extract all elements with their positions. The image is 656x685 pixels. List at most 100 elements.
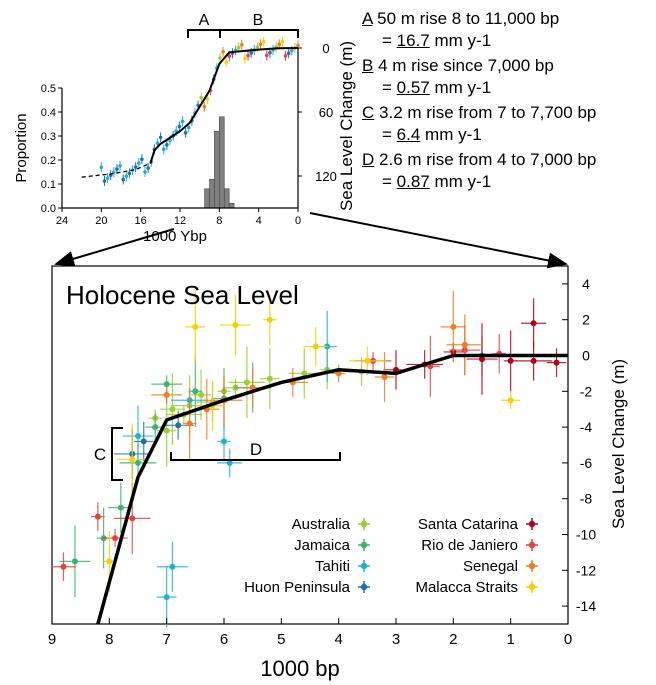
main-y-tick-label: -4	[580, 419, 593, 435]
rate-notes: A 50 m rise 8 to 11,000 bp = 16.7 mm y-1…	[362, 8, 654, 196]
main-y-tick-label: -2	[580, 383, 593, 399]
legend-label: Tahiti	[315, 558, 350, 575]
inset-data-point	[286, 51, 291, 56]
inset-data-point	[202, 104, 207, 109]
inset-data-point	[227, 54, 232, 58]
data-point	[450, 323, 457, 330]
data-point	[301, 370, 308, 377]
histogram-bar	[219, 116, 225, 209]
main-plot-frame	[51, 265, 569, 625]
note-d: D 2.6 m rise from 4 to 7,000 bp = 0.87 m…	[362, 149, 654, 193]
inset-data-point	[255, 45, 260, 49]
inset-data-point	[133, 165, 138, 169]
data-point	[266, 316, 273, 323]
note-value: 16.7	[396, 31, 430, 50]
note-prefix: =	[382, 78, 397, 97]
inset-x-ticks: 24 20 16 12 8 4 0	[56, 208, 301, 227]
inset-data-point	[165, 143, 169, 147]
inset-data-point	[249, 51, 253, 55]
inset-data-point	[246, 53, 250, 58]
note-unit: mm y-1	[434, 172, 492, 191]
data-point	[226, 459, 233, 466]
data-point	[117, 504, 124, 511]
main-y-tick-label: 4	[582, 276, 590, 292]
legend-swatch	[528, 562, 536, 570]
inset-data-point	[224, 60, 229, 65]
zoom-line-right	[309, 212, 568, 269]
data-point	[553, 359, 560, 366]
inset-data-point	[186, 125, 191, 130]
inset-data-point	[118, 164, 122, 168]
bracket-c	[111, 427, 123, 481]
inset-y-tick-label: 0.3	[41, 131, 56, 143]
note-b: B 4 m rise since 7,000 bp = 0.57 mm y-1	[362, 55, 654, 99]
main-x-tick-label: 0	[564, 631, 572, 648]
main-x-tick-label: 3	[392, 631, 400, 648]
inset-x-label: 1000 Ybp	[143, 228, 207, 245]
inset-data-point	[115, 167, 119, 171]
main-y-tick-label: -6	[580, 455, 593, 471]
data-point	[192, 388, 199, 395]
main-y-tick-label: 2	[582, 312, 590, 328]
note-letter: D	[362, 150, 375, 169]
data-point	[198, 391, 205, 398]
bracket-b	[220, 29, 299, 38]
main-y-tick-label: -10	[576, 527, 596, 543]
bracket-b-label: B	[253, 12, 264, 29]
note-unit: mm y-1	[434, 31, 492, 50]
inset-data-point	[143, 170, 147, 174]
inset-data-point	[105, 176, 110, 180]
inset-data-point	[140, 157, 144, 162]
inset-data-point	[205, 97, 210, 101]
data-point	[266, 375, 273, 382]
note-text: 2.6 m rise from 4 to 7,000 bp	[379, 150, 597, 169]
data-point	[163, 381, 170, 388]
data-point	[71, 558, 78, 565]
inset-data-point	[261, 39, 266, 44]
note-value: 0.57	[396, 78, 430, 97]
data-point	[163, 391, 170, 398]
data-point	[135, 433, 141, 440]
data-point	[461, 341, 468, 348]
histogram-bar	[228, 202, 235, 209]
inset-x-tick-label: 16	[135, 215, 147, 227]
inset-data-point	[277, 42, 282, 47]
data-point	[479, 356, 485, 363]
legend-swatch	[528, 583, 536, 591]
data-point	[507, 397, 514, 404]
main-x-ticks: 9 8 7 6 5 4 3 2 1 0	[48, 618, 572, 648]
legend-label: Senegal	[463, 558, 518, 575]
main-y-tick-label: -12	[576, 562, 596, 578]
inset-dashed-curve	[81, 162, 151, 178]
inset-data-point	[102, 179, 107, 183]
inset-x-tick-label: 12	[174, 215, 186, 227]
data-point	[106, 558, 113, 565]
inset-y-tick-label: 0.2	[41, 155, 56, 167]
note-value: 0.87	[396, 172, 430, 191]
inset-data-point	[236, 45, 241, 50]
inset-y2-tick-label: 60	[319, 105, 333, 120]
data-point	[163, 594, 170, 601]
main-x-label: 1000 bp	[260, 656, 340, 681]
inset-data-point	[289, 48, 294, 53]
note-letter: B	[362, 56, 374, 75]
inset-data-point	[180, 119, 185, 124]
inset-data-point	[127, 171, 132, 176]
data-point	[192, 323, 199, 330]
inset-data-point	[121, 177, 125, 182]
inset-data-point	[296, 43, 300, 48]
inset-y-tick-label: 0.5	[41, 83, 56, 95]
data-point	[364, 357, 371, 364]
inset-x-tick-label: 4	[256, 215, 262, 227]
note-prefix: =	[382, 172, 397, 191]
histogram-bar	[214, 130, 220, 209]
inset-x-tick-label: 20	[95, 215, 107, 227]
inset-y-tick-label: 0.4	[41, 107, 56, 119]
note-a: A 50 m rise 8 to 11,000 bp = 16.7 mm y-1	[362, 8, 654, 52]
legend-label: Santa Catarina	[418, 516, 519, 533]
inset-data-point	[146, 166, 150, 170]
main-y-ticks: 4 2 0 -2 -4 -6 -8 -10 -12 -14	[562, 276, 596, 614]
bracket-d-label: D	[250, 440, 262, 459]
note-text: 3.2 m rise from 7 to 7,700 bp	[379, 103, 597, 122]
